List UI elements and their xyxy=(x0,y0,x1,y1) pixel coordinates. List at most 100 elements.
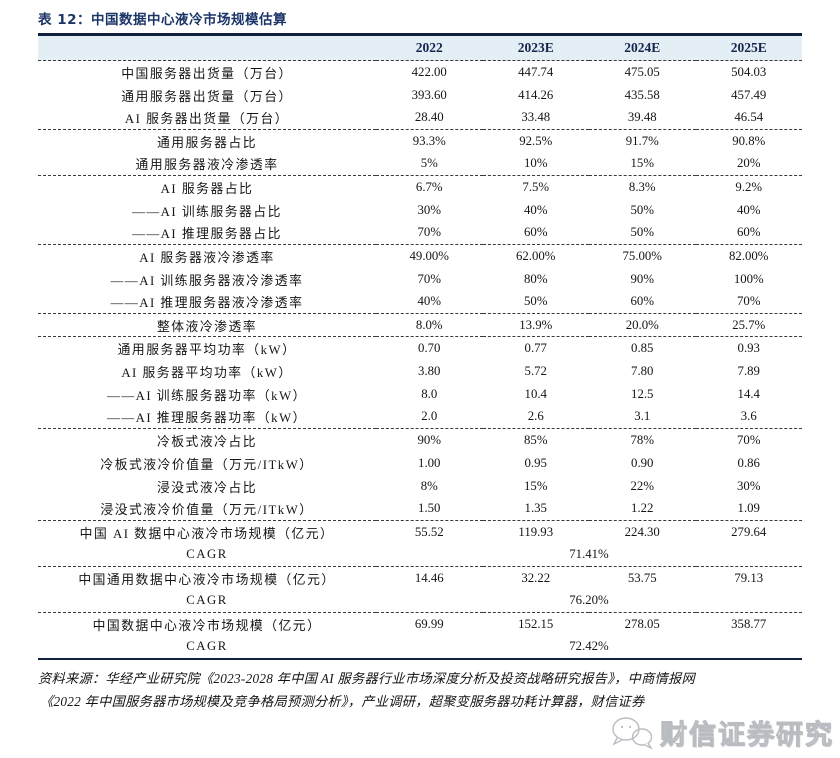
cagr-value-cell: 76.20% xyxy=(376,589,802,613)
value-cell: 40% xyxy=(524,202,548,217)
table-row: 中国服务器出货量（万台） 422.00 447.74 475.05 504.03 xyxy=(38,61,802,84)
value-cell: 33.48 xyxy=(482,106,589,130)
value-cell: 3.80 xyxy=(418,363,441,378)
value-cell: 0.85 xyxy=(631,340,654,355)
value-cell: 78% xyxy=(630,432,654,447)
value-cell: 92.5% xyxy=(519,133,553,148)
value-cell: 30% xyxy=(737,478,761,493)
value-cell: 0.95 xyxy=(524,455,547,470)
table-header-row: 2022 2023E 2024E 2025E xyxy=(38,34,802,61)
header-year-2025e: 2025E xyxy=(695,34,802,61)
value-cell: 50% xyxy=(630,202,654,217)
table-row: 通用服务器占比 93.3% 92.5% 91.7% 90.8% xyxy=(38,130,802,153)
watermark-text: 财信证券研究 xyxy=(660,720,834,752)
value-cell: 90% xyxy=(417,432,441,447)
table-row: 整体液冷渗透率 8.0% 13.9% 20.0% 25.7% xyxy=(38,313,802,337)
value-cell: 152.15 xyxy=(518,616,554,631)
value-cell: 1.50 xyxy=(376,497,483,521)
value-cell: 422.00 xyxy=(411,64,447,79)
value-cell: 475.05 xyxy=(624,64,660,79)
row-label: ——AI 训练服务器液冷渗透率 xyxy=(110,273,304,288)
table-row: AI 服务器液冷渗透率 49.00% 62.00% 75.00% 82.00% xyxy=(38,245,802,268)
value-cell: 46.54 xyxy=(695,106,802,130)
value-cell: 49.00% xyxy=(409,248,449,263)
value-cell: 70% xyxy=(376,221,483,245)
row-label: ——AI 推理服务器液冷渗透率 xyxy=(38,290,376,314)
value-cell: 20.0% xyxy=(589,313,696,337)
table-row: ——AI 推理服务器功率（kW） 2.0 2.6 3.1 3.6 xyxy=(38,405,802,429)
report-table-block: 表 12：中国数据中心液冷市场规模估算 2022 2023E 2024E 202… xyxy=(38,8,802,713)
wechat-logo-icon xyxy=(612,716,653,750)
value-cell: 358.77 xyxy=(731,616,767,631)
table-row: 冷板式液冷占比 90% 85% 78% 70% xyxy=(38,429,802,452)
value-cell: 14.4 xyxy=(737,386,760,401)
value-cell: 1.09 xyxy=(695,497,802,521)
table-row: AI 服务器平均功率（kW） 3.80 5.72 7.80 7.89 xyxy=(38,360,802,383)
value-cell: 2.0 xyxy=(376,405,483,429)
table-row: 中国通用数据中心液冷市场规模（亿元） 14.46 32.22 53.75 79.13 xyxy=(38,567,802,590)
row-label: 中国数据中心液冷市场规模（亿元） xyxy=(92,618,322,633)
table-row: 浸没式液冷占比 8% 15% 22% 30% xyxy=(38,475,802,498)
value-cell: 3.1 xyxy=(589,405,696,429)
value-cell: 50% xyxy=(589,221,696,245)
cagr-row: CAGR 72.42% xyxy=(38,636,802,659)
row-label: ——AI 推理服务器占比 xyxy=(38,221,376,245)
value-cell: 7.5% xyxy=(522,179,550,194)
value-cell: 278.05 xyxy=(624,616,660,631)
value-cell: 40% xyxy=(737,202,761,217)
value-cell: 7.80 xyxy=(631,363,654,378)
value-cell: 79.13 xyxy=(734,570,764,585)
table-row: ——AI 训练服务器占比 30% 40% 50% 40% xyxy=(38,199,802,222)
value-cell: 25.7% xyxy=(695,313,802,337)
value-cell: 8.0 xyxy=(421,386,438,401)
value-cell: 8% xyxy=(420,478,438,493)
value-cell: 457.49 xyxy=(731,87,767,102)
value-cell: 80% xyxy=(524,271,548,286)
value-cell: 32.22 xyxy=(521,570,551,585)
value-cell: 100% xyxy=(733,271,764,286)
row-label: AI 服务器液冷渗透率 xyxy=(139,250,275,265)
value-cell: 60% xyxy=(589,290,696,314)
value-cell: 414.26 xyxy=(518,87,554,102)
value-cell: 82.00% xyxy=(729,248,769,263)
table-row: 通用服务器液冷渗透率 5% 10% 15% 20% xyxy=(38,152,802,176)
value-cell: 447.74 xyxy=(518,64,554,79)
table-row: 通用服务器出货量（万台） 393.60 414.26 435.58 457.49 xyxy=(38,84,802,107)
row-label: 浸没式液冷价值量（万元/ITkW） xyxy=(38,497,376,521)
table-row: AI 服务器占比 6.7% 7.5% 8.3% 9.2% xyxy=(38,176,802,199)
value-cell: 62.00% xyxy=(516,248,556,263)
value-cell: 393.60 xyxy=(411,87,447,102)
value-cell: 9.2% xyxy=(735,179,763,194)
value-cell: 6.7% xyxy=(415,179,443,194)
value-cell: 60% xyxy=(695,221,802,245)
row-label: 中国服务器出货量（万台） xyxy=(121,66,293,81)
value-cell: 70% xyxy=(417,271,441,286)
value-cell: 0.93 xyxy=(737,340,760,355)
value-cell: 10.4 xyxy=(524,386,547,401)
source-note-line-2: 《2022 年中国服务器市场规模及竞争格局预测分析》，产业调研，超聚变服务器功耗… xyxy=(40,693,645,709)
row-label: 整体液冷渗透率 xyxy=(38,313,376,337)
value-cell: 8.0% xyxy=(376,313,483,337)
cagr-value-cell: 71.41% xyxy=(376,543,802,567)
row-label: 浸没式液冷占比 xyxy=(156,480,258,495)
value-cell: 0.70 xyxy=(418,340,441,355)
value-cell: 30% xyxy=(417,202,441,217)
value-cell: 0.90 xyxy=(631,455,654,470)
value-cell: 435.58 xyxy=(624,87,660,102)
value-cell: 22% xyxy=(630,478,654,493)
value-cell: 5.72 xyxy=(524,363,547,378)
value-cell: 28.40 xyxy=(376,106,483,130)
value-cell: 3.6 xyxy=(695,405,802,429)
value-cell: 39.48 xyxy=(589,106,696,130)
market-size-estimate-table: 2022 2023E 2024E 2025E 中国服务器出货量（万台） 422.0… xyxy=(38,33,802,660)
row-label: AI 服务器占比 xyxy=(160,181,254,196)
value-cell: 93.3% xyxy=(412,133,446,148)
value-cell: 1.35 xyxy=(482,497,589,521)
table-title: 表 12：中国数据中心液冷市场规模估算 xyxy=(38,12,287,28)
row-label: ——AI 训练服务器占比 xyxy=(132,204,282,219)
table-row: 冷板式液冷价值量（万元/ITkW） 1.00 0.95 0.90 0.86 xyxy=(38,452,802,475)
value-cell: 5% xyxy=(376,152,483,176)
value-cell: 90% xyxy=(630,271,654,286)
source-note-line-1: 资料来源：华经产业研究院《2023-2028 年中国 AI 服务器行业市场深度分… xyxy=(38,670,696,686)
value-cell: 10% xyxy=(482,152,589,176)
